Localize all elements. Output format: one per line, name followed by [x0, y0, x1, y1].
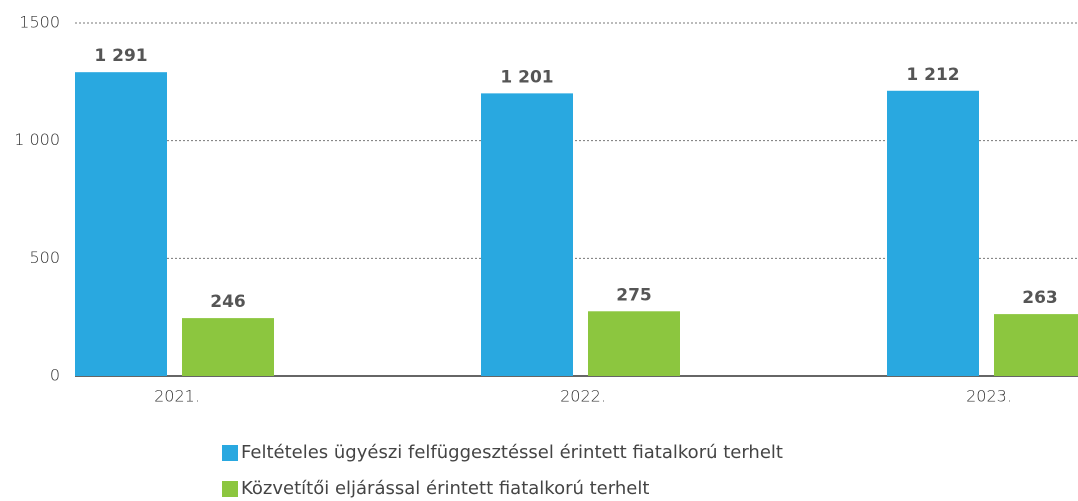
bar [994, 314, 1078, 376]
value-label: 1 201 [500, 67, 553, 87]
bar [481, 93, 573, 376]
value-label: 1 291 [94, 46, 147, 66]
x-tick-label: 2022. [560, 387, 606, 406]
value-label: 263 [1022, 288, 1058, 308]
bar [182, 318, 274, 376]
y-tick-label: 1 000 [14, 130, 60, 149]
legend-label: Közvetítői eljárással érintett fiatalkor… [241, 478, 649, 499]
legend-label: Feltételes ügyészi felfüggesztéssel érin… [241, 442, 783, 463]
y-tick-label: 0 [50, 366, 60, 385]
value-label: 275 [616, 285, 652, 305]
x-tick-label: 2023. [966, 387, 1012, 406]
value-label: 246 [210, 292, 246, 312]
x-tick-label: 2021. [154, 387, 200, 406]
bar [75, 72, 167, 377]
bar [588, 311, 680, 376]
value-label: 1 212 [906, 65, 959, 85]
legend-swatch [222, 445, 238, 461]
y-tick-label: 500 [29, 248, 60, 267]
bar [887, 90, 979, 376]
legend-swatch [222, 481, 238, 497]
y-tick-label: 1500 [19, 13, 60, 32]
